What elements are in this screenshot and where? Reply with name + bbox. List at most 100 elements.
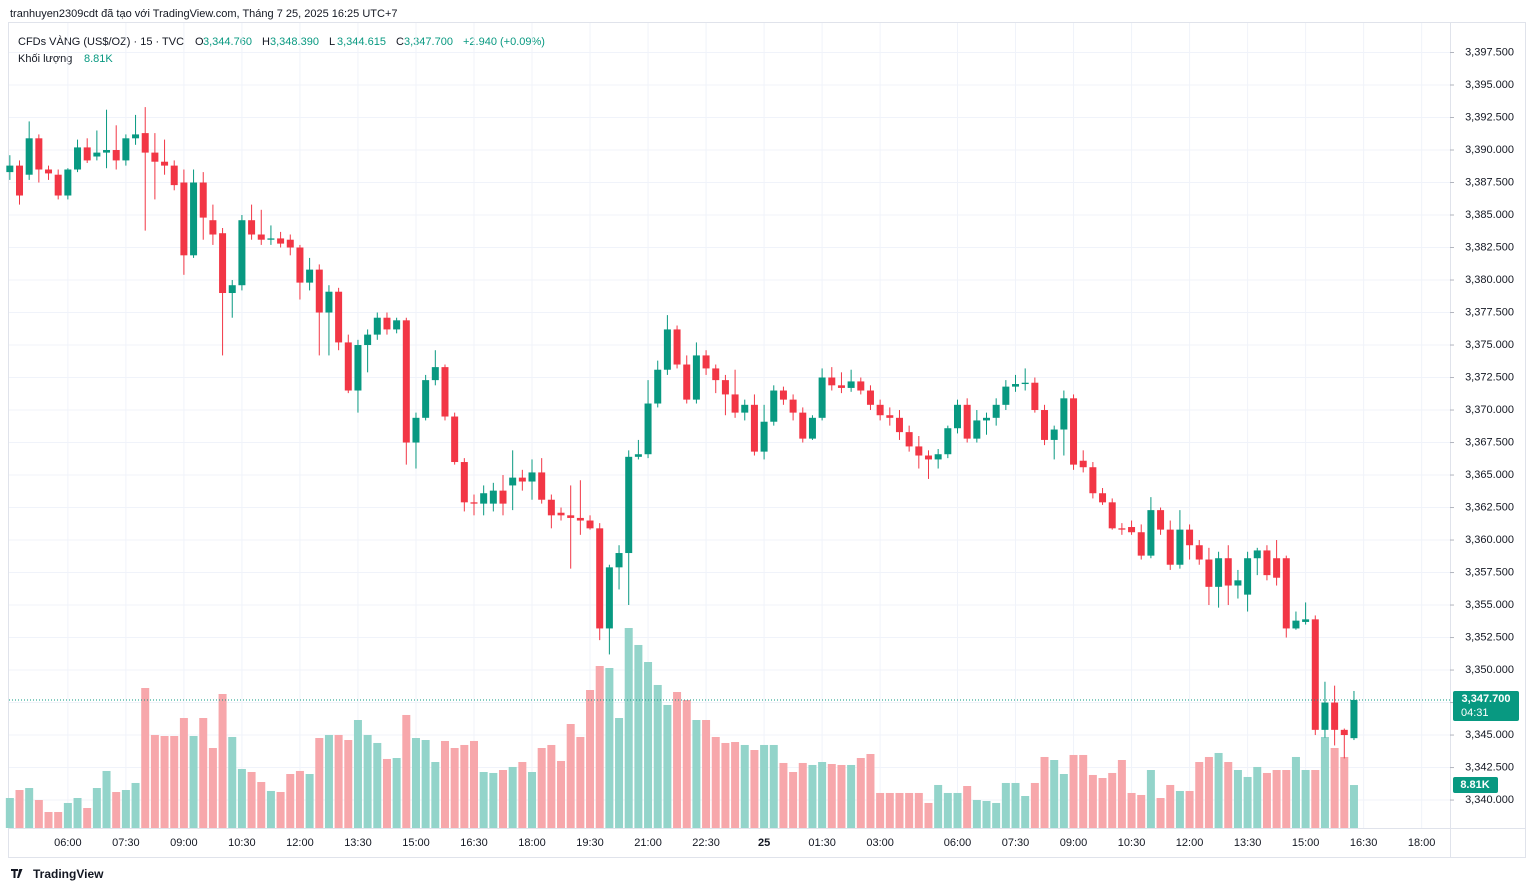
volume-bar: [1030, 782, 1039, 828]
x-tick-label: 25: [758, 837, 770, 849]
volume-bar: [1330, 748, 1339, 828]
legend-value: 3,348.390: [270, 36, 319, 48]
volume-bar: [440, 740, 449, 828]
legend-key: C: [396, 36, 404, 48]
candle-body: [934, 454, 942, 460]
candle-body: [634, 454, 642, 457]
y-tick-label: 3,362.500: [1465, 501, 1514, 513]
volume-bar: [83, 808, 92, 828]
volume-bar: [102, 770, 111, 828]
volume-bar: [189, 736, 198, 828]
y-tick-label: 3,342.500: [1465, 761, 1514, 773]
x-tick-label: 13:30: [1234, 837, 1262, 849]
candle-body: [1311, 619, 1319, 730]
candle-body: [538, 472, 546, 500]
volume-bar: [1291, 756, 1300, 828]
candle-body: [1273, 558, 1281, 578]
volume-bar: [924, 802, 933, 828]
candle-body: [1031, 382, 1039, 411]
volume-bar: [382, 758, 391, 828]
candle-body: [190, 182, 198, 256]
volume-bar: [1320, 736, 1329, 828]
y-tick-label: 3,370.000: [1465, 404, 1514, 416]
y-tick-label: 3,380.000: [1465, 274, 1514, 286]
y-tick-label: 3,355.000: [1465, 599, 1514, 611]
x-tick-label: 12:00: [1176, 837, 1204, 849]
candle-body: [712, 368, 720, 381]
volume-bar: [721, 742, 730, 828]
volume-bar: [208, 748, 217, 828]
candle-body: [702, 355, 710, 369]
volume-bar: [702, 720, 711, 828]
candle-body: [1050, 429, 1058, 440]
candle-body: [876, 404, 884, 416]
legend-symbol: CFDs VÀNG (US$/OZ) · 15 · TVC: [18, 35, 184, 48]
x-tick-label: 19:30: [576, 837, 604, 849]
candle-body: [402, 320, 410, 443]
candle-body: [683, 364, 691, 400]
footer-logo: [11, 869, 23, 878]
last-price-tag: [1453, 690, 1519, 721]
candle-body: [6, 165, 14, 173]
candle-body: [886, 415, 894, 418]
volume-bar: [353, 720, 362, 828]
volume-bar: [489, 772, 498, 828]
candle-body: [528, 472, 536, 482]
volume-bar: [499, 770, 508, 828]
candle-body: [1340, 729, 1348, 736]
candle-body: [663, 329, 671, 370]
volume-bar: [1156, 798, 1165, 828]
candle-body: [1253, 550, 1261, 559]
candle-body: [828, 377, 836, 386]
volume-bar: [286, 774, 295, 828]
candle-body: [644, 403, 652, 455]
x-tick-label: 07:30: [1002, 837, 1030, 849]
candle-body: [721, 380, 729, 395]
candle-body: [770, 390, 778, 422]
volume-bar: [334, 734, 343, 828]
volume-bar: [15, 790, 24, 828]
volume-bar: [992, 802, 1001, 828]
volume-bar: [1253, 766, 1262, 828]
candle-body: [93, 152, 101, 157]
x-tick-label: 12:00: [286, 837, 314, 849]
footer: TradingView: [33, 867, 104, 881]
volume-bar: [876, 792, 885, 828]
volume-bar: [1069, 754, 1078, 828]
volume-bar: [1340, 756, 1349, 828]
candle-body: [170, 165, 178, 186]
candle-body: [54, 174, 62, 196]
candle-body: [557, 512, 565, 516]
y-tick-label: 3,345.000: [1465, 729, 1514, 741]
volume-bar: [943, 792, 952, 828]
volume-bar: [431, 762, 440, 828]
volume-bar: [547, 744, 556, 828]
x-tick-label: 13:30: [344, 837, 372, 849]
volume-bar: [1349, 785, 1358, 828]
x-tick-label: 01:30: [808, 837, 836, 849]
candle-body: [180, 182, 188, 256]
legend-key: L: [329, 36, 335, 48]
volume-bar: [818, 762, 827, 828]
volume-bar: [982, 800, 991, 828]
volume-bar: [760, 744, 769, 828]
candle-body: [1224, 558, 1232, 586]
y-tick-label: 3,365.000: [1465, 469, 1514, 481]
candle-body: [122, 138, 130, 161]
volume-bar: [421, 740, 430, 828]
volume-bar: [295, 770, 304, 828]
x-tick-label: 15:00: [402, 837, 430, 849]
candle-body: [857, 381, 865, 391]
candle-body: [383, 317, 391, 330]
candle-body: [470, 502, 478, 504]
candle-body: [151, 152, 159, 162]
volume-bar: [305, 774, 314, 828]
volume-bar: [731, 742, 740, 828]
volume-bar: [1311, 770, 1320, 828]
candle-body: [518, 477, 526, 482]
x-tick-label: 21:00: [634, 837, 662, 849]
candle-body: [1321, 702, 1329, 730]
volume-bar: [682, 700, 691, 828]
volume-bar: [1224, 762, 1233, 828]
volume-bar: [179, 718, 188, 828]
